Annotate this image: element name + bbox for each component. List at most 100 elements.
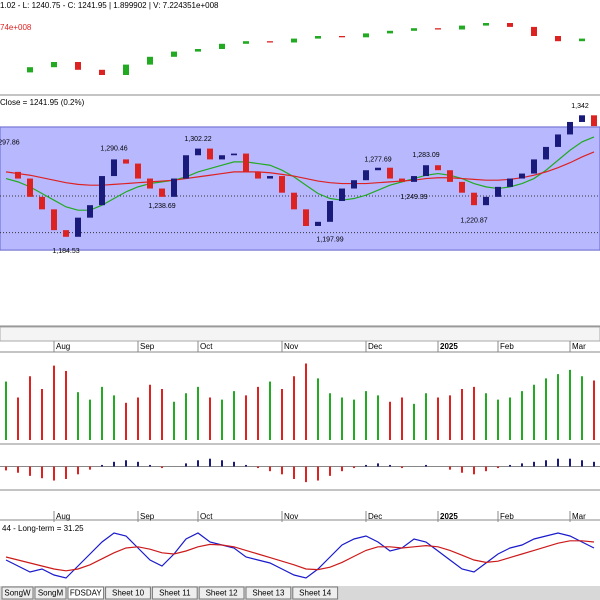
histogram-bar bbox=[197, 460, 199, 467]
histogram-bar bbox=[365, 464, 367, 467]
candle bbox=[471, 192, 477, 206]
price-annotation: 1,249.39 bbox=[400, 194, 427, 201]
histogram-bar bbox=[185, 463, 187, 467]
volume-bar bbox=[137, 397, 139, 440]
candle bbox=[435, 165, 441, 171]
volume-bar bbox=[569, 369, 571, 440]
histogram-bar bbox=[233, 461, 235, 467]
candle bbox=[171, 51, 177, 57]
volume-bar bbox=[341, 397, 343, 440]
candle bbox=[387, 30, 393, 34]
sheet-tab[interactable] bbox=[67, 586, 105, 600]
price-annotation: 1,184.53 bbox=[52, 248, 79, 255]
volume-bar bbox=[17, 397, 19, 440]
volume-bar bbox=[365, 391, 367, 440]
candle bbox=[219, 43, 225, 49]
price-annotation: 1,290.46 bbox=[100, 146, 127, 153]
candle bbox=[363, 33, 369, 38]
histogram-bar bbox=[461, 466, 463, 473]
sheet-tab[interactable] bbox=[34, 586, 67, 600]
volume-bar bbox=[5, 381, 7, 440]
volume-bar bbox=[65, 370, 67, 440]
candle bbox=[423, 165, 429, 177]
volume-bar bbox=[353, 399, 355, 440]
candle bbox=[483, 196, 489, 206]
sheet-tab[interactable] bbox=[1, 586, 34, 600]
volume-bar bbox=[101, 386, 103, 440]
sheet-tab-label[interactable]: SongM bbox=[38, 589, 64, 598]
sheet-tab-label[interactable]: Sheet 10 bbox=[112, 589, 145, 598]
histogram-bar bbox=[497, 466, 499, 469]
candle bbox=[147, 56, 153, 65]
sheet-tab[interactable] bbox=[151, 586, 198, 600]
histogram-bar bbox=[557, 458, 559, 467]
candle bbox=[75, 62, 81, 70]
histogram-bar bbox=[581, 460, 583, 467]
volume-bar bbox=[389, 401, 391, 440]
candle bbox=[447, 170, 453, 182]
volume-bar bbox=[89, 399, 91, 440]
candle bbox=[399, 178, 405, 182]
sheet-tab-label[interactable]: Sheet 14 bbox=[299, 589, 332, 598]
candle bbox=[15, 171, 21, 179]
month-label: Feb bbox=[500, 512, 514, 521]
candle bbox=[327, 201, 333, 222]
candle bbox=[531, 26, 537, 36]
sheet-tab-label[interactable]: Sheet 12 bbox=[206, 589, 239, 598]
sheet-tab[interactable] bbox=[198, 586, 245, 600]
volume-bar bbox=[281, 389, 283, 440]
volume-bar bbox=[449, 395, 451, 440]
volume-bar bbox=[473, 386, 475, 440]
candle bbox=[315, 36, 321, 39]
sheet-tab-label[interactable]: FDSDAY bbox=[70, 589, 103, 598]
month-label: 2025 bbox=[440, 342, 458, 351]
candle bbox=[387, 167, 393, 179]
volume-bar bbox=[557, 374, 559, 440]
sheet-tab-label[interactable]: Sheet 11 bbox=[159, 589, 191, 598]
volume-bar bbox=[257, 386, 259, 440]
histogram-bar bbox=[425, 464, 427, 467]
sheet-tab-label[interactable]: Sheet 13 bbox=[252, 589, 285, 598]
candle bbox=[243, 41, 249, 44]
month-label: Sep bbox=[140, 512, 155, 521]
histogram-bar bbox=[293, 466, 295, 479]
histogram-bar bbox=[17, 466, 19, 473]
histogram-bar bbox=[533, 461, 535, 467]
volume-bar bbox=[41, 389, 43, 440]
histogram-bar bbox=[5, 466, 7, 471]
candle bbox=[363, 170, 369, 181]
price-annotation: 1,277.69 bbox=[364, 156, 391, 163]
histogram-bar bbox=[569, 458, 571, 467]
candle bbox=[255, 171, 261, 179]
candle bbox=[123, 159, 129, 164]
month-label: Mar bbox=[572, 342, 586, 351]
histogram-bar bbox=[221, 460, 223, 467]
oscillator-label: 44 - Long-term = 31.25 bbox=[2, 524, 84, 533]
candle bbox=[63, 230, 69, 237]
histogram-bar bbox=[209, 458, 211, 467]
histogram-bar bbox=[521, 463, 523, 467]
sheet-tab[interactable] bbox=[105, 586, 151, 600]
sheet-tab[interactable] bbox=[292, 586, 339, 600]
volume-bar bbox=[581, 376, 583, 440]
histogram-bar bbox=[449, 466, 451, 470]
month-label: Feb bbox=[500, 342, 514, 351]
month-label: Sep bbox=[140, 342, 155, 351]
volume-bar bbox=[521, 391, 523, 440]
candle bbox=[291, 192, 297, 210]
price-annotation: 1,220.87 bbox=[460, 218, 487, 225]
candle bbox=[231, 153, 237, 156]
candle bbox=[111, 159, 117, 177]
volume-bar bbox=[401, 397, 403, 440]
month-label: Nov bbox=[284, 512, 298, 521]
volume-bar bbox=[29, 376, 31, 440]
sheet-tab[interactable] bbox=[245, 586, 292, 600]
candle bbox=[171, 178, 177, 197]
candle bbox=[207, 148, 213, 160]
month-label: Aug bbox=[56, 342, 70, 351]
candle bbox=[411, 176, 417, 182]
histogram-bar bbox=[65, 466, 67, 479]
sheet-tab-label[interactable]: SongW bbox=[4, 589, 31, 598]
histogram-bar bbox=[485, 466, 487, 472]
